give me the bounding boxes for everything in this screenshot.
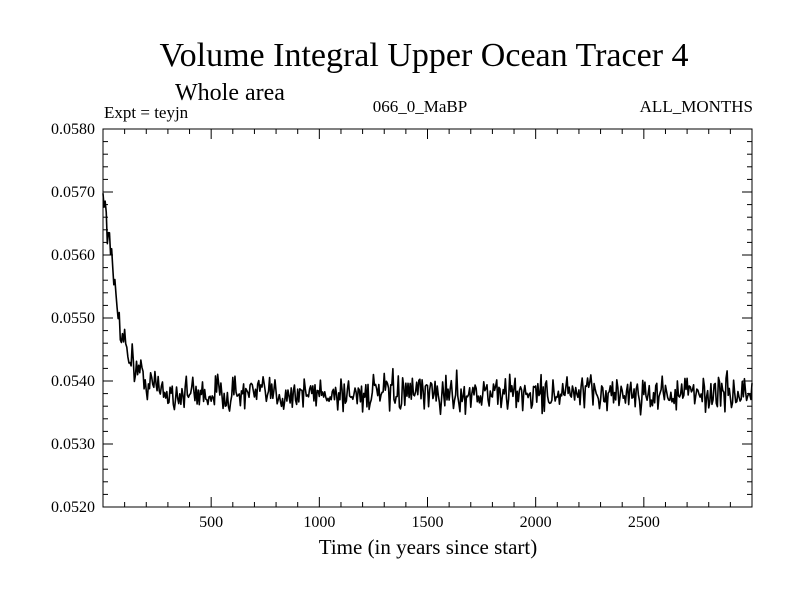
series-line <box>102 193 753 416</box>
chart-title: Volume Integral Upper Ocean Tracer 4 <box>159 37 688 74</box>
x-tick-label: 1500 <box>412 514 444 531</box>
series-layer <box>102 193 753 416</box>
x-axis-label: Time (in years since start) <box>319 535 538 559</box>
x-tick-label: 2500 <box>628 514 660 531</box>
period-label: 066_0_MaBP <box>373 97 467 116</box>
months-label: ALL_MONTHS <box>640 97 753 116</box>
y-tick-label: 0.0530 <box>51 436 95 453</box>
x-tick-label: 2000 <box>520 514 552 531</box>
ticks-layer: 0.0520 0.0530 0.0540 0.0550 0.0560 0.0570 0.05… <box>51 121 752 531</box>
y-tick-label: 0.0550 <box>51 310 95 327</box>
y-tick-label: 0.0580 <box>51 121 95 138</box>
y-tick-label: 0.0570 <box>51 184 95 201</box>
plot-frame <box>102 128 753 508</box>
x-tick-label: 500 <box>199 514 223 531</box>
y-tick-label: 0.0520 <box>51 499 95 516</box>
x-tick-label: 1000 <box>303 514 335 531</box>
y-tick-label: 0.0560 <box>51 247 95 264</box>
y-tick-label: 0.0540 <box>51 373 95 390</box>
chart-subtitle: Whole area <box>175 80 285 106</box>
experiment-label: Expt = teyjn <box>104 103 189 122</box>
